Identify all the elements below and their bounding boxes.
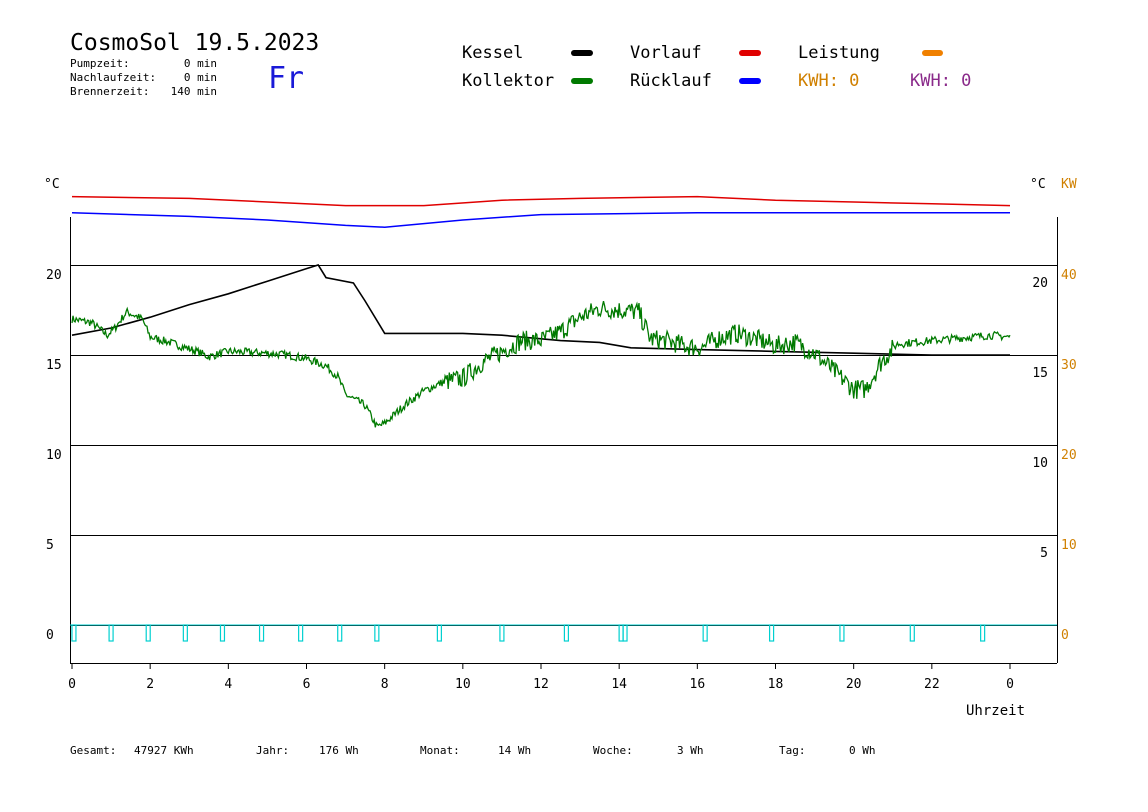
series-pumpe-pulse (622, 624, 628, 642)
y-tick-left-0: 0 (46, 628, 54, 643)
y-tick-right-power-10: 10 (1061, 538, 1077, 553)
legend: Kessel Vorlauf Leistung Kollektor Rückla… (462, 43, 971, 91)
footer-value-monat: 14 Wh (498, 744, 531, 757)
series-pumpe-pulse (145, 624, 151, 642)
y-tick-right-power-20: 20 (1061, 448, 1077, 463)
x-tick-label-12: 0 (1006, 677, 1014, 692)
x-tick-label-1: 2 (146, 677, 154, 692)
series-kollektor-line (71, 300, 1011, 428)
series (70, 195, 1057, 642)
stat-label-pumpzeit: Pumpzeit: (70, 57, 130, 70)
series-pumpe-pulse (436, 624, 442, 642)
series-pumpe-pulse (702, 624, 708, 642)
series-pumpe-pulse (71, 624, 77, 642)
y-tick-right-temp-5: 5 (1040, 546, 1048, 561)
stat-label-nachlaufzeit: Nachlaufzeit: (70, 71, 156, 84)
weekday-label: Fr (268, 61, 304, 96)
y-tick-left-15: 15 (46, 358, 62, 373)
series-pumpe-pulse (108, 624, 114, 642)
axis-ticks: 0 5 10 15 20 5 10 15 20 0 10 20 30 40 0 2 4 6 8 10 12 14 16 18 2… (46, 268, 1077, 692)
x-tick-label-8: 16 (690, 677, 706, 692)
y-tick-right-temp-20: 20 (1032, 276, 1048, 291)
footer-value-tag: 0 Wh (849, 744, 876, 757)
y-tick-left-5: 5 (46, 538, 54, 553)
series-pumpe-pulse (258, 624, 265, 642)
series-ruecklauf-line (71, 212, 1010, 228)
series-pumpe-pulse (337, 624, 343, 642)
legend-label-kollektor: Kollektor (462, 71, 554, 91)
x-tick-label-0: 0 (68, 677, 76, 692)
series-pumpe-pulse (219, 624, 226, 642)
footer-label-gesamt: Gesamt: (70, 744, 116, 757)
footer-value-woche: 3 Wh (677, 744, 704, 757)
footer-label-jahr: Jahr: (256, 744, 289, 757)
grid-lines (70, 265, 1057, 626)
y-tick-left-10: 10 (46, 448, 62, 463)
legend-label-vorlauf: Vorlauf (630, 43, 702, 63)
header-stats: Pumpzeit: 0 min Nachlaufzeit: 0 min Bren… (70, 57, 217, 98)
series-kessel-line (71, 264, 1010, 356)
y-tick-right-power-0: 0 (1061, 628, 1069, 643)
stat-label-brennerzeit: Brennerzeit: (70, 85, 149, 98)
series-pumpe-pulse (563, 624, 570, 642)
footer-label-woche: Woche: (593, 744, 633, 757)
x-tick-label-7: 14 (611, 677, 627, 692)
stat-value-nachlaufzeit: 0 min (184, 71, 217, 84)
x-tick-label-2: 4 (224, 677, 232, 692)
footer-value-jahr: 176 Wh (319, 744, 359, 757)
series-pumpe-pulse (768, 624, 775, 642)
legend-label-ruecklauf: Rücklauf (630, 71, 712, 91)
footer-totals: Gesamt: 47927 KWh Jahr: 176 Wh Monat: 14… (70, 744, 876, 757)
plot-frame (70, 217, 1058, 664)
right-axis-unit-temp: °C (1030, 177, 1046, 192)
x-tick-label-9: 18 (768, 677, 784, 692)
y-tick-right-temp-15: 15 (1032, 366, 1048, 381)
footer-label-tag: Tag: (779, 744, 806, 757)
stat-value-pumpzeit: 0 min (184, 57, 217, 70)
series-pumpe-pulse (499, 624, 505, 642)
x-tick-label-4: 8 (381, 677, 389, 692)
x-tick-label-10: 20 (846, 677, 862, 692)
series-pumpe-pulse (909, 624, 915, 642)
legend-label-kessel: Kessel (462, 43, 523, 63)
legend-label-leistung: Leistung (798, 43, 880, 63)
series-vorlauf-line (71, 195, 1011, 207)
series-pumpe-pulse (374, 624, 380, 642)
footer-value-gesamt: 47927 KWh (134, 744, 194, 757)
series-pumpe-pulse (980, 624, 986, 642)
stat-value-brennerzeit: 140 min (171, 85, 217, 98)
footer-label-monat: Monat: (420, 744, 460, 757)
series-pumpe-pulse (182, 624, 188, 642)
x-tick-label-5: 10 (455, 677, 471, 692)
kwh-label-1: KWH: 0 (798, 71, 859, 91)
x-axis-label: Uhrzeit (966, 703, 1025, 719)
y-tick-right-power-40: 40 (1061, 268, 1077, 283)
chart-title: CosmoSol 19.5.2023 (70, 30, 319, 56)
series-pumpe-pulse (298, 624, 304, 642)
x-tick-label-11: 22 (924, 677, 940, 692)
y-tick-left-20: 20 (46, 268, 62, 283)
kwh-label-2: KWH: 0 (910, 71, 971, 91)
series-pumpe-pulse (839, 624, 845, 642)
right-axis-unit-power: KW (1061, 177, 1077, 192)
x-tick-label-3: 6 (303, 677, 311, 692)
x-tick-label-6: 12 (533, 677, 549, 692)
left-axis-unit: °C (44, 177, 60, 192)
y-tick-right-power-30: 30 (1061, 358, 1077, 373)
y-tick-right-temp-10: 10 (1032, 456, 1048, 471)
